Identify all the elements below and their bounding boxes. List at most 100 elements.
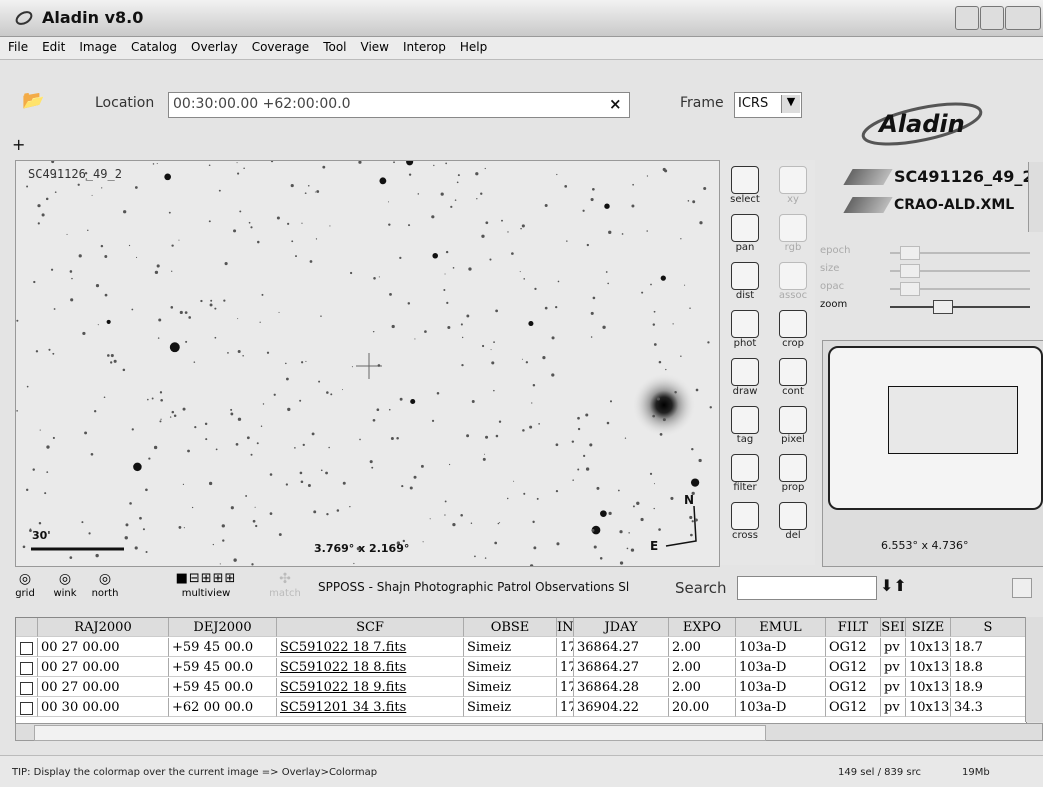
- image-view[interactable]: SC491126_49_2 30' 3.769° x 2.169° N E: [15, 160, 720, 567]
- star: [208, 220, 211, 223]
- slider-track[interactable]: [890, 270, 1030, 272]
- plane-row[interactable]: SC491126_49_2: [843, 165, 1033, 191]
- tool-button[interactable]: xy: [771, 164, 815, 212]
- slider-track[interactable]: [890, 306, 1030, 308]
- open-icon[interactable]: 📂: [22, 90, 45, 111]
- slider-track[interactable]: [890, 288, 1030, 290]
- star: [307, 484, 311, 488]
- menu-item[interactable]: Help: [459, 40, 488, 54]
- column-header[interactable]: SCF: [277, 618, 464, 637]
- slider-thumb[interactable]: [933, 300, 953, 314]
- column-header[interactable]: DEJ2000: [169, 618, 277, 637]
- file-link[interactable]: SC591022 18 8.fits: [277, 658, 464, 677]
- checkbox[interactable]: [20, 702, 33, 715]
- star: [589, 443, 593, 447]
- star: [507, 231, 509, 233]
- column-header[interactable]: OBSE: [464, 618, 557, 637]
- tool-button[interactable]: pixel: [771, 404, 815, 452]
- star: [599, 557, 603, 560]
- match-button[interactable]: ✣ match: [265, 570, 305, 608]
- menu-item[interactable]: Interop: [402, 40, 446, 54]
- row-checkbox[interactable]: [16, 638, 38, 657]
- tool-button[interactable]: tag: [723, 404, 767, 452]
- column-header[interactable]: SIZE: [906, 618, 951, 637]
- menu-item[interactable]: File: [8, 40, 29, 54]
- clear-button[interactable]: ×: [609, 95, 622, 113]
- column-header[interactable]: JDAY: [574, 618, 669, 637]
- tool-button[interactable]: pan: [723, 212, 767, 260]
- column-header[interactable]: EMUL: [736, 618, 826, 637]
- star: [69, 556, 73, 559]
- tool-button[interactable]: select: [723, 164, 767, 212]
- row-checkbox[interactable]: [16, 698, 38, 717]
- tool-button[interactable]: del: [771, 500, 815, 548]
- menu-item[interactable]: Edit: [42, 40, 66, 54]
- star: [178, 239, 180, 241]
- menu-item[interactable]: Coverage: [251, 40, 310, 54]
- star: [484, 167, 486, 170]
- column-header[interactable]: RAJ2000: [38, 618, 169, 637]
- hscroll-thumb[interactable]: [34, 725, 766, 741]
- tool-button[interactable]: cross: [723, 500, 767, 548]
- menu-item[interactable]: Tool: [323, 40, 347, 54]
- frame-select[interactable]: ICRS ▼: [734, 92, 802, 118]
- toolbar-button[interactable]: ◎ wink: [46, 570, 84, 608]
- tool-button[interactable]: phot: [723, 308, 767, 356]
- star: [556, 173, 558, 176]
- column-header[interactable]: S: [951, 618, 1026, 637]
- tool-button[interactable]: assoc: [771, 260, 815, 308]
- star: [532, 383, 536, 387]
- column-header[interactable]: IN: [557, 618, 574, 637]
- menu-item[interactable]: Image: [79, 40, 117, 54]
- frame-dropdown[interactable]: ▼: [781, 95, 800, 113]
- column-header[interactable]: FILT: [826, 618, 881, 637]
- plane-row[interactable]: CRAO-ALD.XML: [843, 193, 1028, 219]
- checkbox[interactable]: [20, 682, 33, 695]
- star: [259, 321, 261, 323]
- plane-scrollbar[interactable]: [1028, 162, 1043, 232]
- tool-button[interactable]: draw: [723, 356, 767, 404]
- tool-button[interactable]: prop: [771, 452, 815, 500]
- file-link[interactable]: SC591022 18 9.fits: [277, 678, 464, 697]
- file-link[interactable]: SC591022 18 7.fits: [277, 638, 464, 657]
- zoom-view[interactable]: 6.553° x 4.736°: [822, 340, 1043, 567]
- star: [208, 164, 211, 167]
- close-button[interactable]: [1005, 6, 1041, 30]
- menu-item[interactable]: Overlay: [191, 40, 238, 54]
- tool-button[interactable]: crop: [771, 308, 815, 356]
- location-input[interactable]: 00:30:00.00 +62:00:00.0 ×: [168, 92, 630, 118]
- column-header[interactable]: EXPO: [669, 618, 736, 637]
- frame-label: Frame: [680, 95, 724, 111]
- multiview-button[interactable]: ■⊟⊞⊞⊞ multiview: [145, 570, 267, 608]
- slider-thumb[interactable]: [900, 246, 920, 260]
- star: [41, 213, 45, 217]
- minimize-table[interactable]: [1012, 578, 1032, 598]
- tool-button[interactable]: dist: [723, 260, 767, 308]
- maximize-button[interactable]: [980, 6, 1004, 30]
- table-hscroll[interactable]: [15, 723, 1043, 741]
- column-header[interactable]: SEI: [881, 618, 906, 637]
- toolbar-button[interactable]: ◎ grid: [6, 570, 44, 608]
- row-checkbox[interactable]: [16, 658, 38, 677]
- star: [341, 389, 343, 391]
- file-link[interactable]: SC591201 34 3.fits: [277, 698, 464, 717]
- star: [709, 406, 712, 409]
- menu-item[interactable]: Catalog: [130, 40, 178, 54]
- slider-thumb[interactable]: [900, 264, 920, 278]
- menu-item[interactable]: View: [360, 40, 389, 54]
- checkbox[interactable]: [20, 642, 33, 655]
- add-button[interactable]: +: [12, 135, 26, 154]
- row-checkbox[interactable]: [16, 678, 38, 697]
- search-input[interactable]: [737, 576, 877, 600]
- table-vscroll[interactable]: [1025, 617, 1043, 722]
- toolbar-button[interactable]: ◎ north: [86, 570, 124, 608]
- slider-track[interactable]: [890, 252, 1030, 254]
- star: [474, 555, 476, 558]
- checkbox[interactable]: [20, 662, 33, 675]
- tool-button[interactable]: rgb: [771, 212, 815, 260]
- tool-button[interactable]: cont: [771, 356, 815, 404]
- search-arrows[interactable]: ⬇⬆: [880, 576, 907, 595]
- tool-button[interactable]: filter: [723, 452, 767, 500]
- slider-thumb[interactable]: [900, 282, 920, 296]
- minimize-button[interactable]: [955, 6, 979, 30]
